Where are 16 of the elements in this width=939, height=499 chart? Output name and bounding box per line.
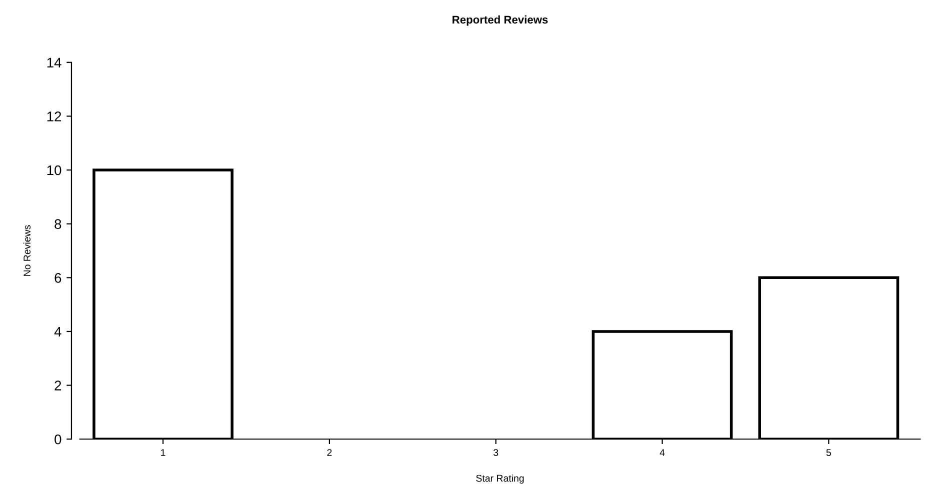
y-tick-label: 8 [54, 219, 62, 230]
y-tick-label: 6 [54, 272, 62, 283]
x-axis-title: Star Rating [476, 474, 524, 484]
y-axis-title: No Reviews [23, 225, 30, 276]
x-tick-label: 3 [494, 449, 498, 456]
y-tick-label: 14 [47, 58, 62, 68]
y-tick-label: 0 [54, 434, 62, 444]
x-tick-label: 2 [327, 449, 332, 456]
chart-title: Reported Reviews [452, 15, 548, 26]
y-tick-label: 4 [54, 326, 62, 337]
x-tick-label: 5 [826, 449, 831, 456]
x-tick-label: 1 [161, 449, 166, 456]
y-tick-label: 10 [47, 165, 62, 176]
y-tick-label: 2 [54, 380, 62, 390]
y-tick-label: 12 [47, 112, 62, 122]
x-tick-label: 4 [660, 449, 665, 456]
